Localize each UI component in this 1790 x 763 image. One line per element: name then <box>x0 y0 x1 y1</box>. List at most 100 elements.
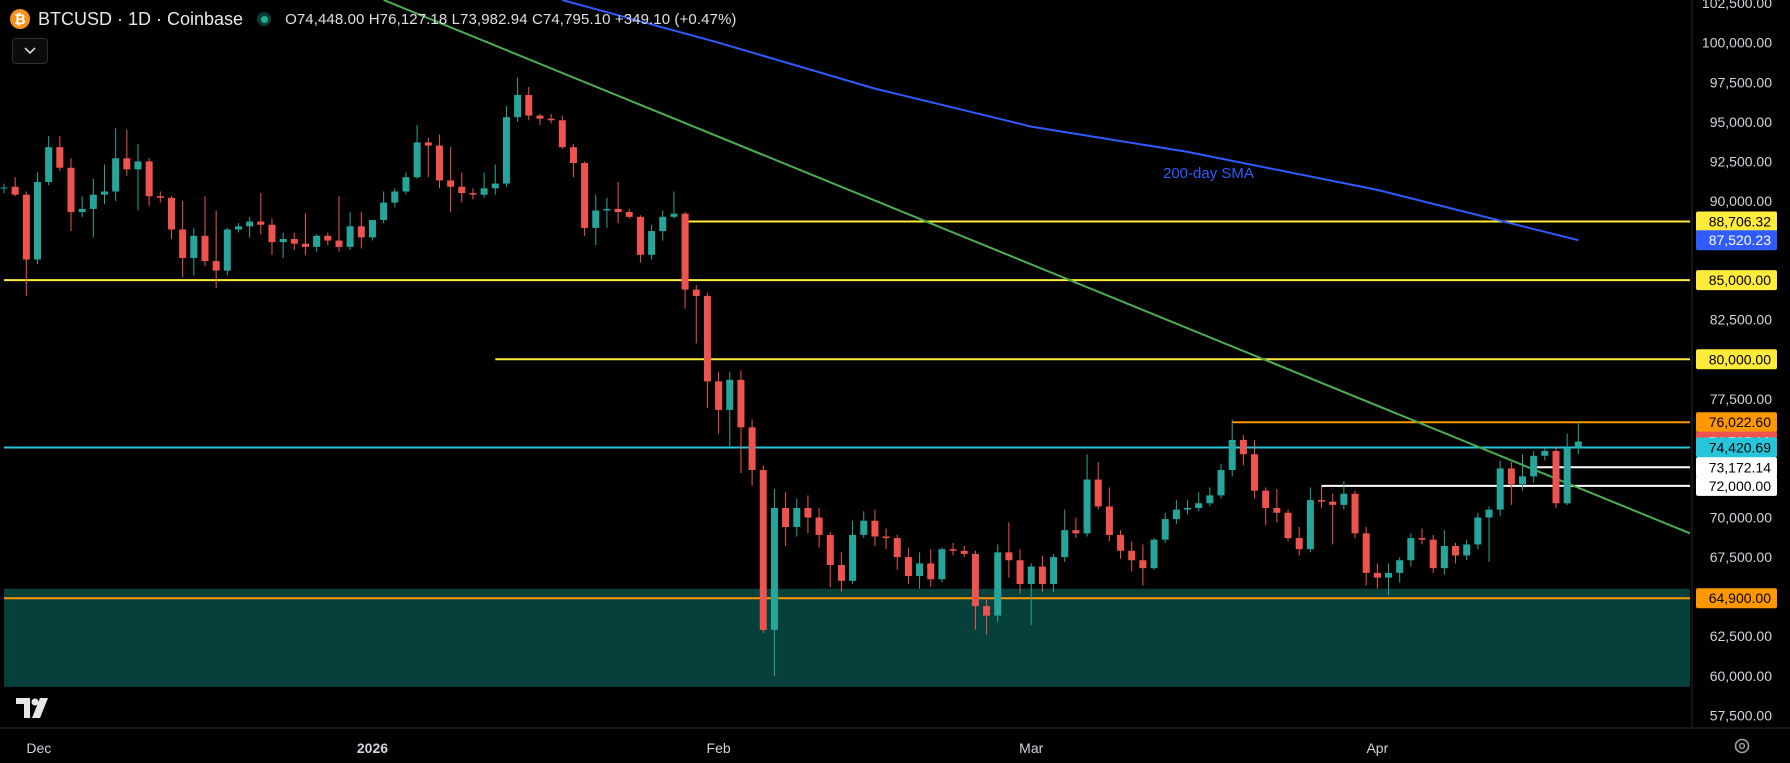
candle-body[interactable] <box>1161 519 1169 540</box>
candle-body[interactable] <box>1050 557 1058 584</box>
candle-body[interactable] <box>1172 509 1180 520</box>
candle-body[interactable] <box>860 520 868 535</box>
candle-body[interactable] <box>614 208 622 213</box>
candle-body[interactable] <box>424 142 432 146</box>
candle-body[interactable] <box>1139 560 1147 569</box>
sma-line[interactable] <box>562 0 1579 242</box>
candle-body[interactable] <box>502 117 510 184</box>
candle-body[interactable] <box>1385 572 1393 578</box>
candle-body[interactable] <box>112 158 120 192</box>
gear-icon[interactable] <box>1732 736 1752 756</box>
candle-body[interactable] <box>525 94 533 116</box>
candle-body[interactable] <box>681 213 689 290</box>
candle-body[interactable] <box>782 508 790 528</box>
candle-body[interactable] <box>368 219 376 238</box>
candle-body[interactable] <box>1440 546 1448 569</box>
candle-body[interactable] <box>1228 439 1236 471</box>
candle-body[interactable] <box>927 563 935 580</box>
candle-body[interactable] <box>1061 530 1069 558</box>
candle-body[interactable] <box>223 229 231 271</box>
candle-body[interactable] <box>67 167 75 213</box>
candle-body[interactable] <box>1005 552 1013 561</box>
x-axis[interactable]: Dec 2026 Feb Mar Apr <box>26 740 1388 756</box>
candle-body[interactable] <box>145 161 153 197</box>
candle-body[interactable] <box>904 557 912 577</box>
candle-body[interactable] <box>1574 441 1582 448</box>
candle-body[interactable] <box>826 534 834 565</box>
candle-body[interactable] <box>1452 546 1460 556</box>
candle-body[interactable] <box>1206 495 1214 504</box>
candle-body[interactable] <box>1094 479 1102 507</box>
candle-body[interactable] <box>558 120 566 148</box>
candle-body[interactable] <box>1295 538 1303 550</box>
candle-body[interactable] <box>737 379 745 428</box>
candle-body[interactable] <box>1083 479 1091 534</box>
candle-body[interactable] <box>89 194 97 209</box>
candle-body[interactable] <box>1016 560 1024 584</box>
candle-body[interactable] <box>380 202 388 220</box>
candle-body[interactable] <box>1474 517 1482 545</box>
candle-body[interactable] <box>949 549 957 551</box>
trendline[interactable] <box>383 0 1691 535</box>
candle-body[interactable] <box>447 180 455 187</box>
candle-body[interactable] <box>1239 439 1247 455</box>
candle-body[interactable] <box>1251 454 1259 491</box>
candle-body[interactable] <box>1128 550 1136 561</box>
candle-body[interactable] <box>1195 503 1203 509</box>
candle-body[interactable] <box>346 226 354 247</box>
candle-body[interactable] <box>1496 468 1504 510</box>
candle-body[interactable] <box>536 115 544 119</box>
candle-body[interactable] <box>581 163 589 228</box>
candle-body[interactable] <box>837 564 845 581</box>
candle-body[interactable] <box>1105 506 1113 535</box>
candle-body[interactable] <box>11 186 19 195</box>
candle-body[interactable] <box>435 145 443 181</box>
candle-body[interactable] <box>402 177 410 192</box>
candle-body[interactable] <box>726 379 734 410</box>
candle-body[interactable] <box>938 549 946 580</box>
candle-body[interactable] <box>1184 508 1192 510</box>
candle-body[interactable] <box>56 147 64 168</box>
candle-body[interactable] <box>514 94 522 118</box>
candle-body[interactable] <box>1262 490 1270 509</box>
candle-body[interactable] <box>1563 447 1571 504</box>
candle-body[interactable] <box>134 161 142 170</box>
candle-body[interactable] <box>100 191 108 195</box>
candle-body[interactable] <box>391 191 399 203</box>
candle-body[interactable] <box>1519 476 1527 485</box>
candle-body[interactable] <box>491 183 499 189</box>
candle-body[interactable] <box>167 197 175 230</box>
candle-body[interactable] <box>458 186 466 194</box>
candle-body[interactable] <box>190 235 198 258</box>
candle-body[interactable] <box>916 563 924 577</box>
candle-body[interactable] <box>279 238 287 243</box>
candle-body[interactable] <box>1530 455 1538 477</box>
candle-body[interactable] <box>201 235 209 262</box>
candle-body[interactable] <box>33 182 41 260</box>
candle-body[interactable] <box>480 188 488 195</box>
candle-body[interactable] <box>703 295 711 382</box>
candle-body[interactable] <box>156 196 164 198</box>
candle-body[interactable] <box>234 226 242 230</box>
candle-body[interactable] <box>1027 566 1035 584</box>
candle-body[interactable] <box>893 538 901 558</box>
candle-body[interactable] <box>692 289 700 296</box>
candle-body[interactable] <box>815 517 823 535</box>
candle-body[interactable] <box>301 243 309 247</box>
candle-body[interactable] <box>882 536 890 539</box>
candle-body[interactable] <box>0 187 8 189</box>
candle-body[interactable] <box>1351 493 1359 534</box>
candle-body[interactable] <box>1038 566 1046 584</box>
candle-body[interactable] <box>22 194 30 260</box>
candle-body[interactable] <box>547 118 555 121</box>
market-status-icon[interactable] <box>257 12 272 26</box>
candle-body[interactable] <box>335 240 343 247</box>
candle-body[interactable] <box>994 552 1002 616</box>
candle-body[interactable] <box>804 508 812 518</box>
candle-body[interactable] <box>1217 470 1225 496</box>
candle-body[interactable] <box>268 224 276 243</box>
candle-body[interactable] <box>748 427 756 471</box>
candle-body[interactable] <box>1552 451 1560 504</box>
candle-body[interactable] <box>1306 500 1314 550</box>
